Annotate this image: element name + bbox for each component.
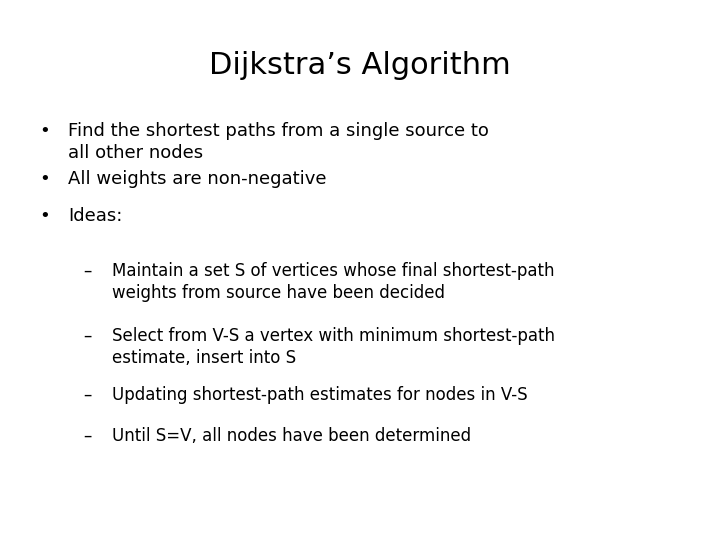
Text: Until S=V, all nodes have been determined: Until S=V, all nodes have been determine… xyxy=(112,427,471,444)
Text: Updating shortest-path estimates for nodes in V-S: Updating shortest-path estimates for nod… xyxy=(112,386,527,404)
Text: –: – xyxy=(83,327,91,345)
Text: Ideas:: Ideas: xyxy=(68,207,123,225)
Text: Select from V-S a vertex with minimum shortest-path
estimate, insert into S: Select from V-S a vertex with minimum sh… xyxy=(112,327,554,367)
Text: –: – xyxy=(83,262,91,280)
Text: •: • xyxy=(40,122,50,139)
Text: •: • xyxy=(40,170,50,188)
Text: Dijkstra’s Algorithm: Dijkstra’s Algorithm xyxy=(209,51,511,80)
Text: –: – xyxy=(83,427,91,444)
Text: –: – xyxy=(83,386,91,404)
Text: All weights are non-negative: All weights are non-negative xyxy=(68,170,327,188)
Text: •: • xyxy=(40,207,50,225)
Text: Find the shortest paths from a single source to
all other nodes: Find the shortest paths from a single so… xyxy=(68,122,490,161)
Text: Maintain a set S of vertices whose final shortest-path
weights from source have : Maintain a set S of vertices whose final… xyxy=(112,262,554,302)
